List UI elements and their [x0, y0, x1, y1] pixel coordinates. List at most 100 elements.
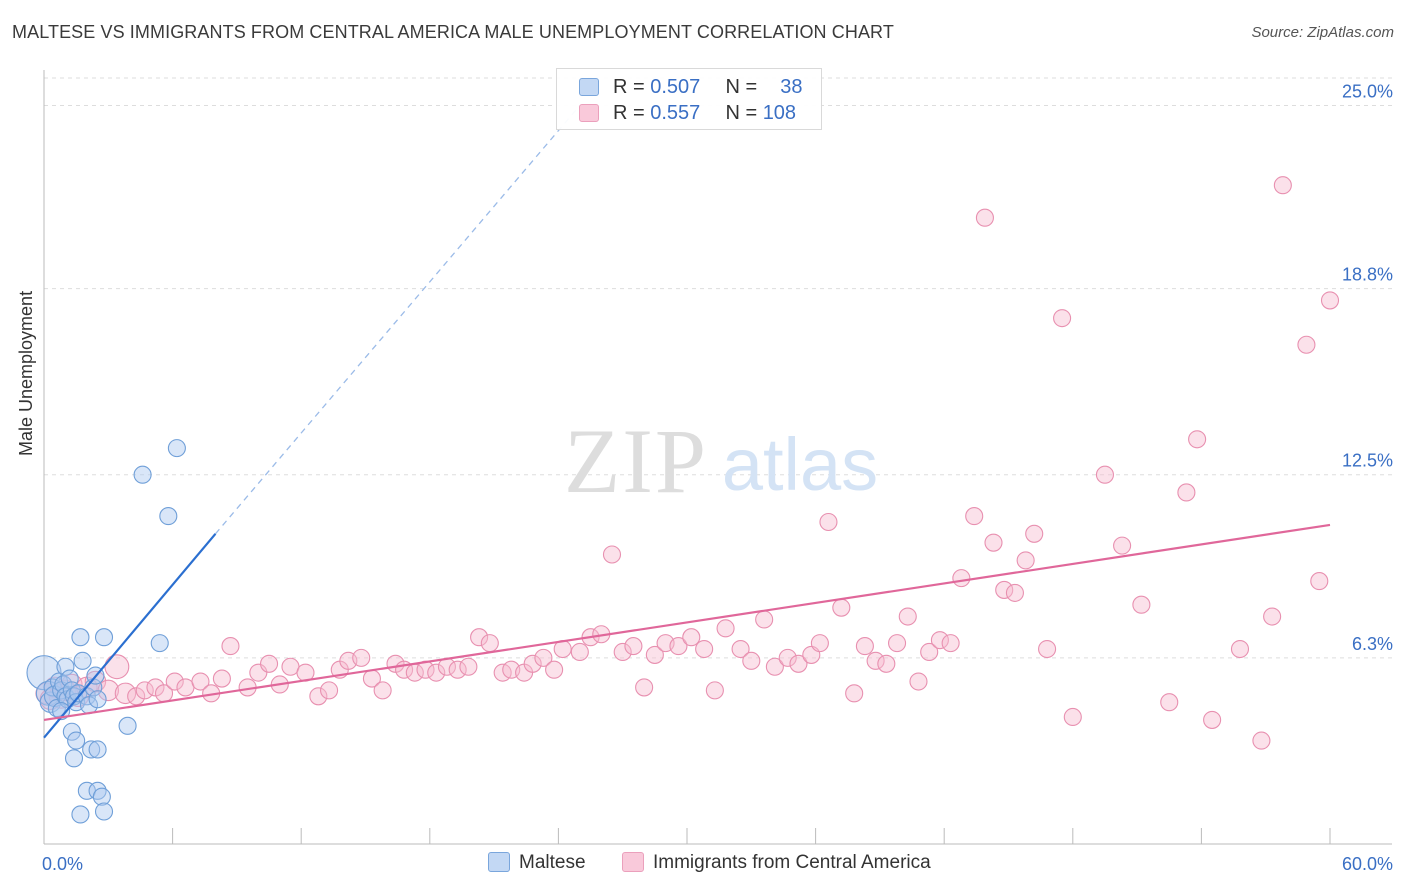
stats-n-value: 38	[780, 76, 803, 98]
immigrants-point	[941, 634, 960, 653]
immigrants-point	[176, 678, 195, 697]
stats-r-value: 0.507	[650, 76, 701, 98]
immigrants-point	[645, 645, 664, 664]
tick-labels: 6.3% 12.5% 18.8% 25.0% 0.0% 60.0%	[42, 81, 1393, 874]
immigrants-point	[84, 670, 107, 693]
maltese-point	[88, 690, 107, 709]
x-tick-label: 0.0%	[42, 854, 83, 874]
stats-n-value: 108	[762, 102, 797, 124]
immigrants-point	[470, 628, 489, 647]
immigrants-point	[635, 678, 654, 697]
immigrants-point	[898, 607, 917, 626]
legend-item-maltese[interactable]: Maltese	[488, 852, 586, 876]
immigrants-point	[114, 682, 137, 705]
stats-r-value: 0.557	[650, 102, 701, 124]
immigrants-point	[1063, 707, 1082, 727]
immigrants-point	[920, 642, 939, 662]
maltese-point	[94, 628, 114, 647]
immigrants-point	[259, 654, 279, 673]
immigrants-point	[866, 651, 885, 670]
maltese-point	[62, 722, 81, 741]
immigrants-point	[952, 569, 971, 588]
chart-title: MALTESE VS IMMIGRANTS FROM CENTRAL AMERI…	[12, 22, 894, 42]
immigrants-point	[731, 639, 750, 659]
maltese-point	[64, 749, 84, 768]
immigrants-point	[602, 545, 622, 564]
immigrants-point	[810, 634, 829, 653]
immigrants-point	[1320, 291, 1340, 310]
immigrants-point	[845, 684, 864, 703]
immigrants-point	[1016, 551, 1035, 570]
immigrants-point	[1177, 483, 1196, 502]
y-tick-label: 6.3%	[1352, 634, 1393, 654]
series-maltese-points	[26, 439, 186, 824]
immigrants-point	[819, 512, 838, 532]
immigrants-point	[373, 681, 392, 700]
immigrants-point	[1263, 607, 1282, 626]
immigrants-point	[1273, 176, 1292, 195]
maltese-point	[150, 634, 169, 653]
immigrants-point	[1005, 583, 1024, 602]
immigrants-point	[1252, 731, 1271, 750]
maltese-point	[92, 787, 111, 806]
immigrants-point	[427, 663, 446, 682]
stats-r-label: R =	[613, 102, 645, 124]
grid-lines	[44, 77, 1392, 659]
immigrants-point	[221, 637, 240, 656]
immigrants-point	[624, 637, 643, 656]
immigrants-point	[613, 642, 632, 662]
immigrants-point	[995, 580, 1014, 599]
maltese-trend-extension	[214, 105, 581, 535]
maltese-point	[67, 731, 86, 750]
immigrants-point	[716, 619, 735, 638]
immigrants-point	[212, 669, 231, 688]
source-credit: Source: ZipAtlas.com	[1251, 24, 1394, 41]
immigrants-point	[1297, 335, 1316, 354]
axes	[43, 70, 1392, 845]
y-tick-label: 18.8%	[1342, 265, 1393, 285]
maltese-trend-line	[43, 533, 217, 739]
immigrants-point	[984, 533, 1003, 552]
maltese-point	[88, 740, 107, 759]
maltese-point	[73, 651, 92, 670]
immigrants-point	[1132, 595, 1151, 614]
immigrants-point	[534, 648, 553, 667]
immigrants-point	[165, 672, 184, 691]
immigrants-point	[352, 648, 371, 667]
correlation-stats-box: R = 0.507 N = 38 R = 0.557 N = 108	[556, 68, 822, 130]
immigrants-point	[1095, 465, 1114, 484]
immigrants-point	[909, 672, 928, 691]
immigrants-point	[1310, 572, 1329, 591]
legend-item-immigrants[interactable]: Immigrants from Central America	[622, 852, 931, 876]
immigrants-point	[742, 651, 761, 670]
immigrants-point	[459, 657, 478, 676]
immigrants-point	[545, 660, 564, 679]
immigrants-point	[832, 598, 851, 617]
immigrants-point	[695, 639, 714, 659]
maltese-point	[133, 465, 152, 484]
immigrants-point	[135, 681, 154, 700]
immigrants-point	[669, 637, 688, 656]
y-axis-title: Male Unemployment	[16, 291, 37, 456]
y-tick-label: 25.0%	[1342, 81, 1393, 101]
stats-r-label: R =	[613, 76, 645, 98]
immigrants-point	[1053, 309, 1072, 328]
immigrants-point	[682, 628, 701, 647]
immigrants-point	[877, 654, 896, 673]
maltese-point	[71, 628, 90, 647]
immigrants-point	[249, 663, 268, 682]
immigrants-point	[523, 654, 542, 673]
maltese-point	[52, 702, 71, 721]
immigrants-point	[930, 631, 949, 650]
y-axis-title-text: Male Unemployment	[16, 290, 36, 456]
trend-lines	[43, 105, 1331, 739]
maltese-point	[167, 439, 186, 458]
immigrants-point	[281, 657, 300, 676]
legend-swatch-immigrants	[622, 852, 644, 872]
maltese-point	[56, 657, 75, 676]
immigrants-point	[1113, 536, 1132, 555]
immigrants-point	[705, 681, 724, 700]
immigrants-point	[887, 634, 907, 653]
immigrants-point	[855, 637, 874, 656]
